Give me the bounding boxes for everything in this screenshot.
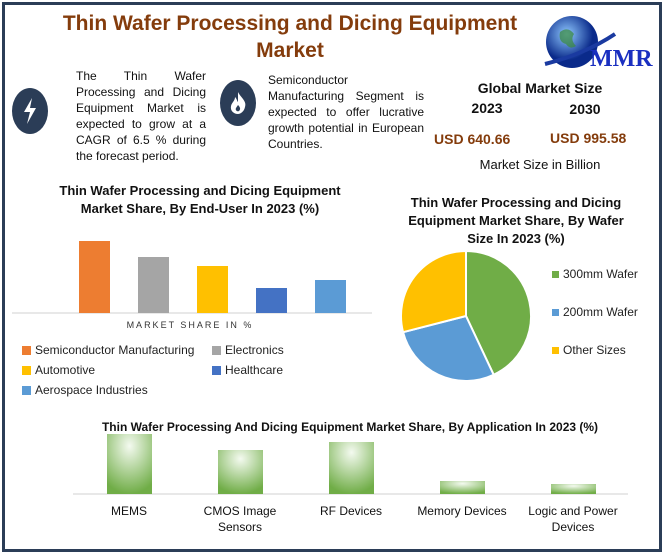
legend-swatch: [22, 345, 31, 355]
bar-healthcare: [256, 288, 287, 313]
page-title: Thin Wafer Processing and Dicing Equipme…: [62, 12, 518, 62]
legend-swatch: [212, 365, 221, 375]
legend-swatch: [22, 365, 31, 375]
year-2023: 2023: [471, 100, 503, 116]
x-tick-memory-devices: Memory Devices: [417, 504, 507, 518]
bar-mems: [107, 434, 152, 494]
bar-memory-devices: [440, 481, 485, 494]
market-size-unit: Market Size in Billion: [479, 157, 601, 172]
legend-label: Electronics: [225, 343, 284, 357]
slice-200mm-wafer: [401, 314, 496, 382]
application-bar-chart: [73, 434, 628, 495]
value-2030: USD 995.58: [550, 130, 627, 146]
legend-swatch: [22, 385, 31, 395]
legend-label: Automotive: [35, 363, 96, 377]
market-size-title: Global Market Size: [477, 80, 603, 96]
legend-label: Semiconductor Manufacturing: [35, 343, 195, 357]
x-tick-cmos-image-sensors: CMOS Image Sensors: [203, 504, 277, 534]
legend-item-300mm-wafer: 300mm Wafer: [552, 267, 638, 281]
wafer-legend: 300mm Wafer 200mm Wafer Other Sizes: [552, 267, 638, 357]
enduser-bar-chart: [12, 241, 372, 314]
mmr-logo: MMR: [540, 14, 655, 74]
legend-item-aerospace-industries: Aerospace Industries: [22, 383, 212, 397]
slice-other-sizes: [400, 249, 467, 334]
legend-label: 200mm Wafer: [563, 305, 638, 319]
lightning-icon: [12, 88, 48, 134]
bar-cmos-image-sensors: [218, 450, 263, 494]
bar-electronics: [138, 257, 169, 313]
svg-text:MMR: MMR: [590, 46, 653, 72]
legend-swatch: [212, 345, 221, 355]
legend-item-200mm-wafer: 200mm Wafer: [552, 305, 638, 319]
bar-logic-and-power-devices: [551, 484, 596, 494]
x-tick-mems: MEMS: [111, 504, 147, 518]
legend-item-automotive: Automotive: [22, 363, 212, 377]
bar-automotive: [197, 266, 228, 313]
bar-rf-devices: [329, 442, 374, 494]
bar-aerospace-industries: [315, 280, 346, 313]
segment-text: Semiconductor Manufacturing Segment is e…: [268, 73, 424, 151]
flame-icon: [220, 80, 256, 126]
legend-label: Other Sizes: [563, 343, 626, 357]
legend-label: Healthcare: [225, 363, 284, 377]
slice-300mm-wafer: [465, 249, 532, 377]
year-2030: 2030: [569, 101, 601, 117]
wafer-pie-chart: [400, 249, 532, 382]
x-tick-rf-devices: RF Devices: [319, 504, 382, 518]
wafer-chart-title: Thin Wafer Processing and Dicing Equipme…: [408, 195, 624, 246]
enduser-x-label: MARKET SHARE IN %: [126, 320, 254, 330]
cagr-text: The Thin Wafer Processing and Dicing Equ…: [76, 69, 206, 163]
legend-label: 300mm Wafer: [563, 267, 638, 281]
enduser-legend: Semiconductor Manufacturing Electronics Au…: [22, 343, 362, 397]
legend-item-healthcare: Healthcare: [212, 363, 362, 377]
legend-item-electronics: Electronics: [212, 343, 362, 357]
bar-semiconductor-manufacturing: [79, 241, 110, 313]
x-tick-logic-and-power-devices: Logic and Power Devices: [528, 504, 618, 534]
application-chart-title: Thin Wafer Processing And Dicing Equipme…: [101, 420, 599, 434]
enduser-chart-title: Thin Wafer Processing and Dicing Equipme…: [59, 183, 341, 216]
legend-item-other-sizes: Other Sizes: [552, 343, 638, 357]
legend-swatch: [552, 270, 559, 278]
value-2023: USD 640.66: [434, 131, 511, 147]
legend-item-semiconductor-manufacturing: Semiconductor Manufacturing: [22, 343, 212, 357]
legend-label: Aerospace Industries: [35, 383, 148, 397]
legend-swatch: [552, 308, 559, 316]
legend-swatch: [552, 346, 559, 354]
